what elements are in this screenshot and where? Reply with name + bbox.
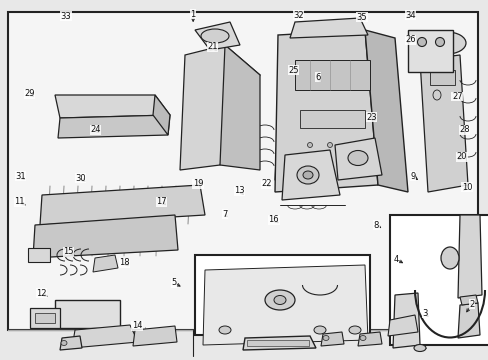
Bar (195, 255, 369, 335)
Bar (8, 12, 477, 330)
Polygon shape (153, 95, 170, 135)
Polygon shape (282, 150, 339, 200)
Ellipse shape (273, 296, 285, 305)
Text: 22: 22 (261, 179, 271, 188)
Polygon shape (274, 30, 377, 192)
Polygon shape (364, 30, 407, 192)
Text: 33: 33 (61, 12, 71, 21)
Text: 9: 9 (410, 172, 415, 181)
Polygon shape (457, 303, 479, 338)
Ellipse shape (348, 326, 360, 334)
Text: 14: 14 (131, 321, 142, 330)
Ellipse shape (307, 143, 312, 148)
Polygon shape (419, 55, 467, 192)
Bar (294, 60, 369, 90)
Polygon shape (392, 293, 419, 348)
Polygon shape (180, 45, 260, 170)
Text: 23: 23 (366, 113, 376, 122)
Text: 15: 15 (63, 248, 74, 256)
Polygon shape (40, 185, 204, 225)
Ellipse shape (313, 326, 325, 334)
Polygon shape (33, 215, 178, 258)
Text: 2: 2 (468, 300, 473, 309)
Ellipse shape (359, 336, 365, 341)
Ellipse shape (417, 37, 426, 46)
Text: 32: 32 (292, 11, 303, 20)
Text: 26: 26 (405, 35, 415, 44)
Polygon shape (203, 265, 367, 345)
Polygon shape (195, 22, 240, 50)
Bar (389, 215, 488, 345)
Polygon shape (387, 315, 417, 336)
Polygon shape (243, 336, 315, 350)
Polygon shape (72, 325, 138, 348)
Text: 12: 12 (36, 289, 47, 298)
Polygon shape (55, 95, 170, 118)
Ellipse shape (347, 143, 352, 148)
Text: 17: 17 (156, 197, 166, 206)
Polygon shape (133, 326, 177, 346)
Text: 28: 28 (458, 125, 469, 134)
Ellipse shape (303, 171, 312, 179)
Text: 30: 30 (75, 174, 86, 183)
Text: 6: 6 (315, 73, 320, 82)
Text: 13: 13 (234, 186, 244, 195)
Polygon shape (60, 336, 82, 350)
Text: 24: 24 (90, 125, 101, 134)
Ellipse shape (323, 336, 328, 341)
Text: 31: 31 (15, 172, 26, 181)
Bar (246, 340, 308, 346)
Polygon shape (334, 138, 381, 180)
Text: 25: 25 (287, 66, 298, 75)
Ellipse shape (264, 290, 294, 310)
Bar (28, 248, 50, 262)
Ellipse shape (347, 150, 367, 166)
Polygon shape (58, 115, 170, 138)
Ellipse shape (427, 32, 465, 54)
Ellipse shape (440, 247, 458, 269)
Text: 8: 8 (373, 220, 378, 230)
Bar (429, 70, 454, 85)
Polygon shape (320, 332, 343, 346)
Ellipse shape (61, 341, 67, 346)
Text: 1: 1 (190, 10, 195, 19)
Bar (30, 308, 60, 328)
Ellipse shape (296, 166, 318, 184)
Text: 11: 11 (14, 197, 25, 206)
Text: 18: 18 (119, 258, 130, 267)
Text: 7: 7 (222, 210, 227, 219)
Text: 16: 16 (268, 215, 279, 224)
Bar (299, 110, 364, 128)
Text: 29: 29 (24, 89, 35, 98)
Text: 4: 4 (393, 255, 398, 264)
Ellipse shape (435, 37, 444, 46)
Polygon shape (357, 332, 381, 346)
Text: 27: 27 (451, 92, 462, 101)
Text: 10: 10 (461, 183, 471, 192)
Bar (55, 300, 120, 328)
Bar (35, 313, 55, 323)
Text: 3: 3 (422, 309, 427, 318)
Polygon shape (289, 18, 367, 38)
Ellipse shape (413, 345, 425, 351)
Text: 19: 19 (192, 179, 203, 188)
Text: 5: 5 (171, 278, 176, 287)
Ellipse shape (327, 143, 332, 148)
Polygon shape (459, 295, 477, 305)
Bar (407, 30, 452, 72)
Polygon shape (220, 45, 260, 170)
Text: 21: 21 (207, 42, 218, 51)
Polygon shape (457, 215, 481, 298)
Text: 34: 34 (405, 11, 415, 20)
Text: 20: 20 (456, 152, 467, 161)
Text: 35: 35 (356, 13, 366, 22)
Ellipse shape (219, 326, 230, 334)
Ellipse shape (201, 29, 228, 43)
Polygon shape (93, 255, 118, 272)
